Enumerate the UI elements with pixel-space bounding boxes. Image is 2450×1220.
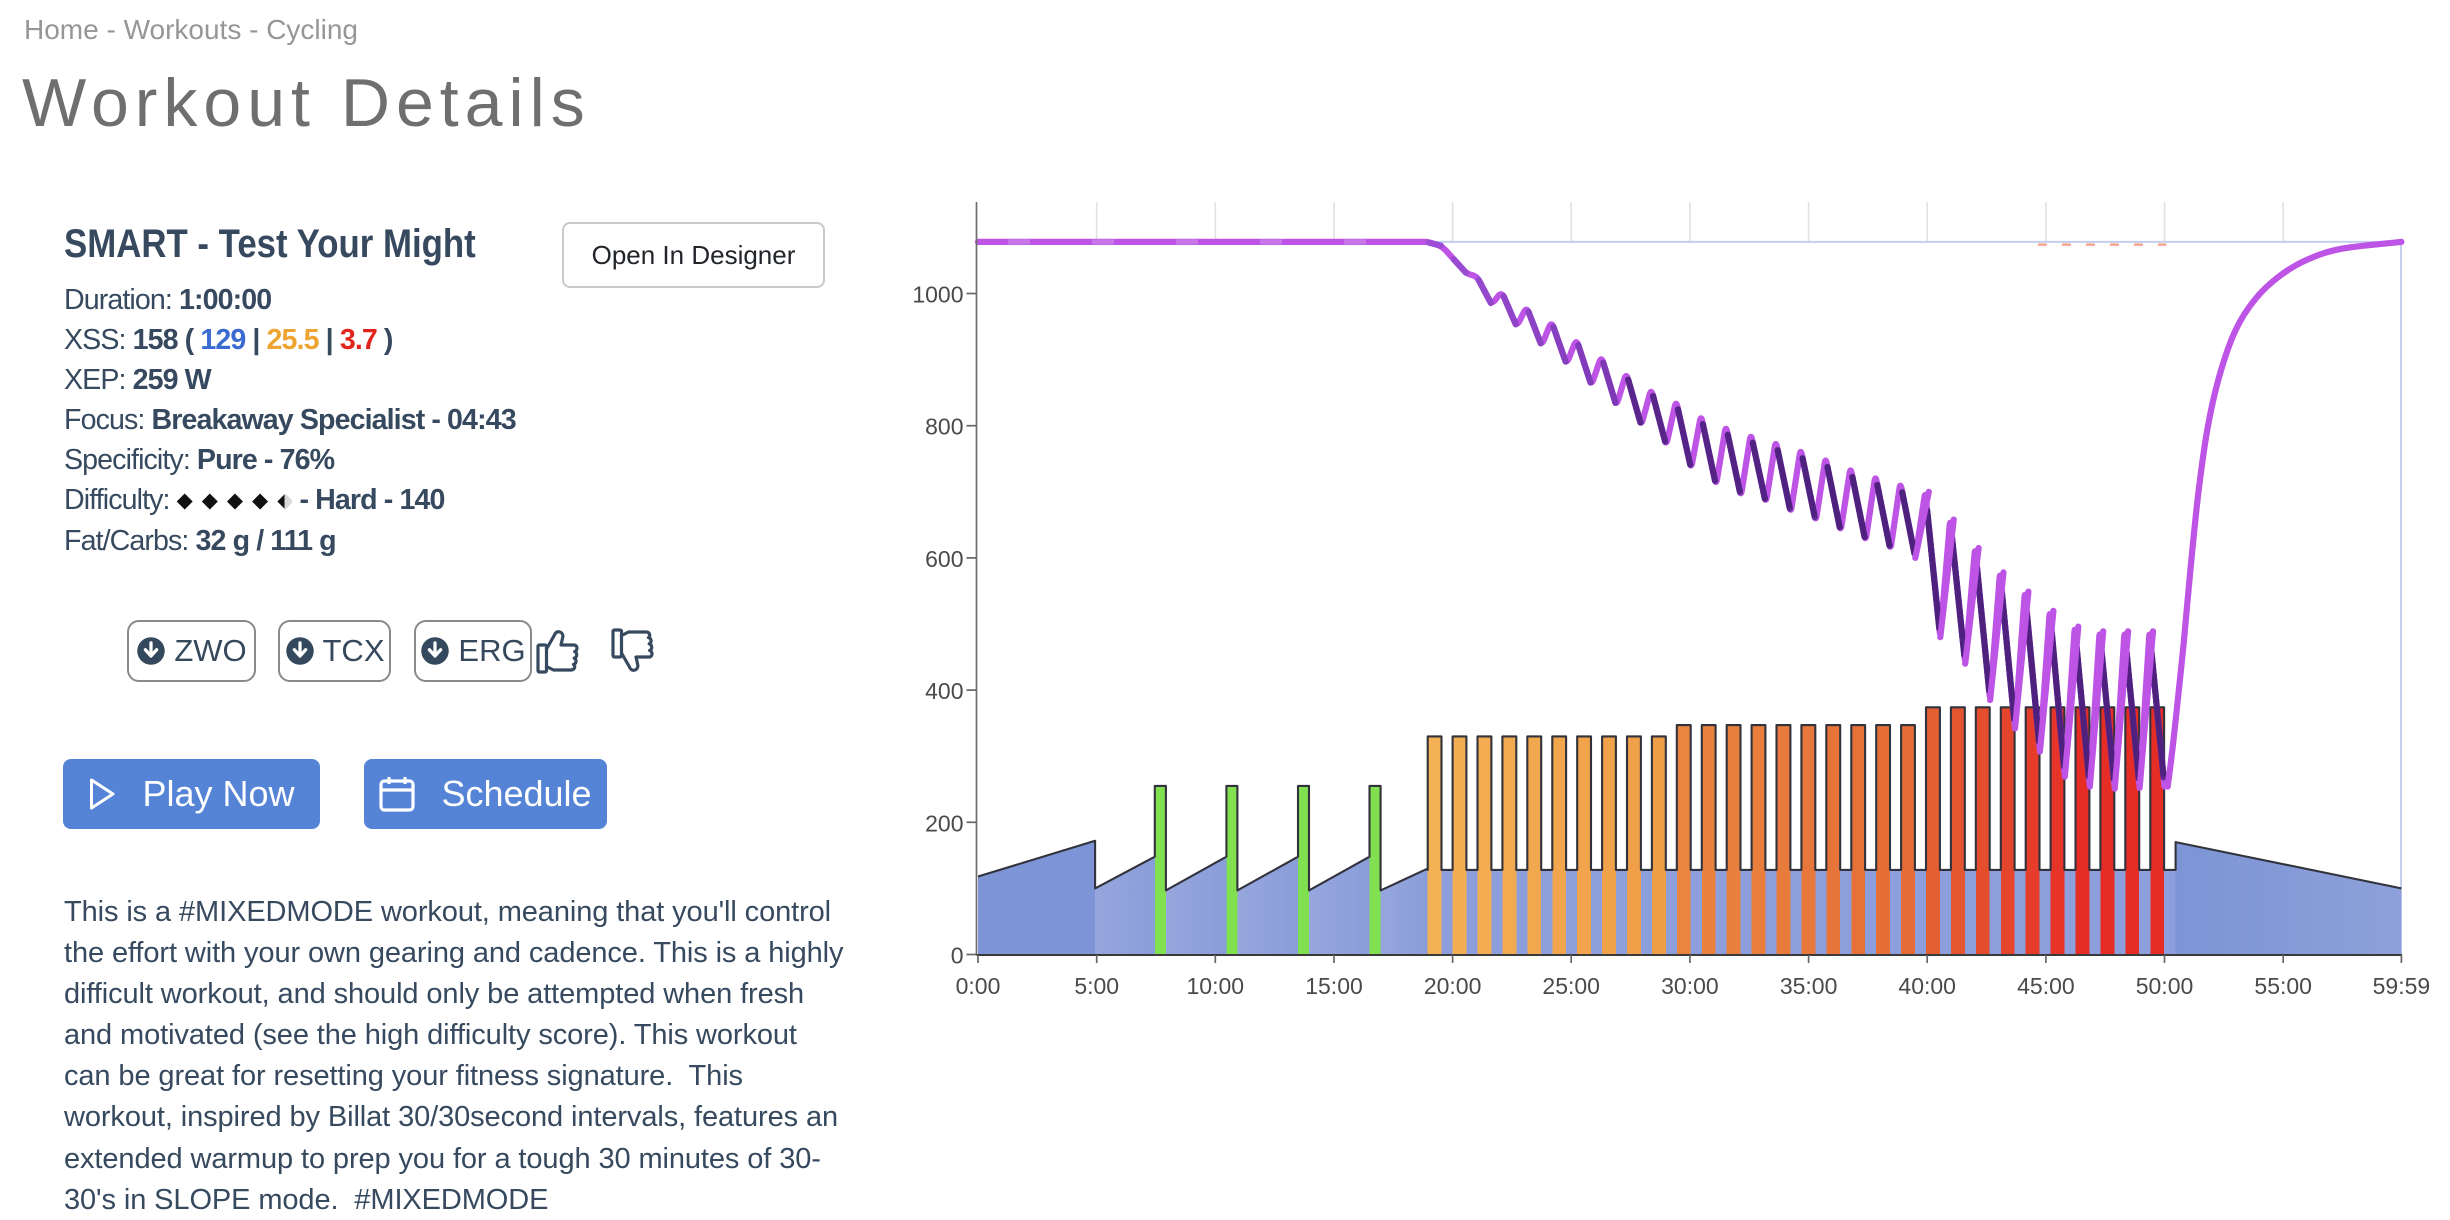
svg-text:35:00: 35:00 [1780, 973, 1838, 999]
svg-text:50:00: 50:00 [2136, 973, 2194, 999]
svg-text:600: 600 [925, 546, 963, 572]
svg-text:55:00: 55:00 [2254, 973, 2312, 999]
svg-text:15:00: 15:00 [1305, 973, 1363, 999]
svg-text:25:00: 25:00 [1542, 973, 1600, 999]
svg-text:800: 800 [925, 414, 963, 440]
svg-text:45:00: 45:00 [2017, 973, 2075, 999]
svg-text:400: 400 [925, 678, 963, 704]
svg-text:59:59: 59:59 [2373, 973, 2431, 999]
svg-text:0:00: 0:00 [956, 973, 1001, 999]
svg-text:40:00: 40:00 [1898, 973, 1956, 999]
svg-text:20:00: 20:00 [1424, 973, 1482, 999]
svg-text:1000: 1000 [912, 282, 963, 308]
svg-text:10:00: 10:00 [1187, 973, 1245, 999]
svg-text:30:00: 30:00 [1661, 973, 1719, 999]
svg-text:5:00: 5:00 [1074, 973, 1119, 999]
svg-text:200: 200 [925, 810, 963, 836]
svg-text:0: 0 [951, 943, 964, 969]
